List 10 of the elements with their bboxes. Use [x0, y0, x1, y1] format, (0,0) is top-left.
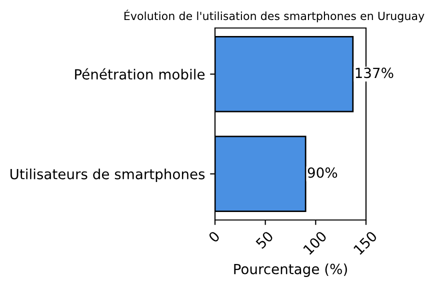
data-label: 90% [308, 167, 338, 178]
y-tick-label: Utilisateurs de smartphones [10, 168, 205, 182]
x-axis-title: Pourcentage (%) [234, 264, 347, 277]
y-tick-label: Pénétration mobile [75, 68, 205, 80]
x-tick-label: 0 [208, 230, 220, 243]
data-label: 137% [356, 68, 394, 78]
x-tick-label: 50 [255, 230, 274, 250]
x-tick-label: 150 [353, 230, 378, 255]
chart-title: Évolution de l'utilisation des smartphones en Uruguay [124, 10, 424, 22]
x-tick-label: 100 [302, 230, 328, 255]
